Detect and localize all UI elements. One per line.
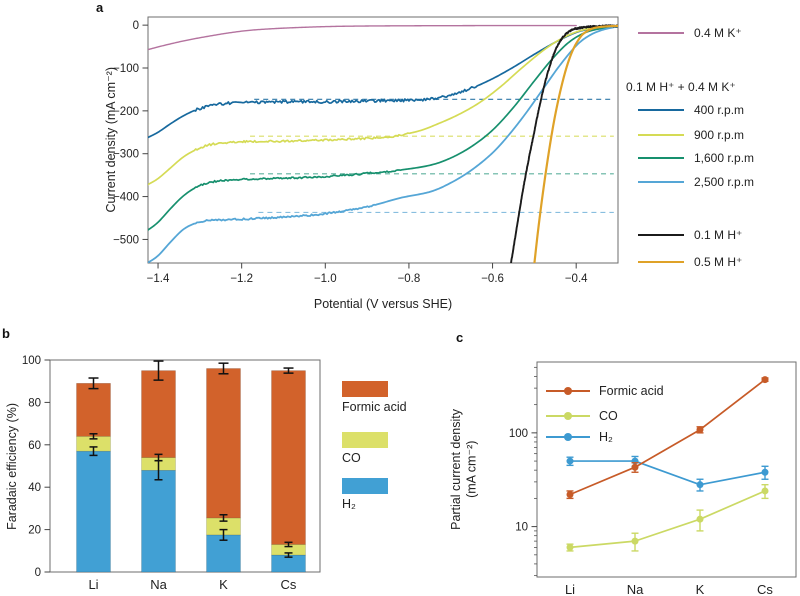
svg-text:80: 80 bbox=[28, 397, 41, 409]
legend-item: 400 r.p.m bbox=[630, 102, 744, 118]
svg-text:−1.0: −1.0 bbox=[314, 273, 337, 285]
svg-text:−1.4: −1.4 bbox=[147, 273, 170, 285]
line-swatch bbox=[546, 433, 590, 442]
line-swatch bbox=[638, 133, 684, 137]
line-swatch bbox=[546, 412, 590, 421]
svg-text:−300: −300 bbox=[113, 149, 139, 161]
panel-a-chart: −1.4 −1.2 −1.0 −0.8 −0.6 −0.4 0 −100 −200 −300 −40… bbox=[113, 16, 619, 285]
panel-c-y-axis-label: Partial current density (mA cm⁻²) bbox=[449, 409, 479, 530]
legend-item: Formic acid bbox=[546, 383, 664, 399]
panel-a-letter: a bbox=[96, 0, 104, 15]
legend-label: 2,500 r.p.m bbox=[694, 175, 755, 189]
svg-text:K: K bbox=[219, 577, 228, 592]
legend-label: 1,600 r.p.m bbox=[694, 151, 755, 165]
legend-item: H₂ bbox=[546, 429, 613, 445]
svg-text:100: 100 bbox=[509, 428, 528, 440]
line-swatch bbox=[638, 108, 684, 112]
legend-label: 0.1 M H⁺ bbox=[694, 228, 743, 242]
color-swatch bbox=[342, 381, 388, 397]
panel-c-letter: c bbox=[456, 330, 464, 345]
legend-item: CO bbox=[342, 432, 388, 465]
svg-text:−200: −200 bbox=[113, 106, 139, 118]
svg-text:20: 20 bbox=[28, 525, 41, 537]
svg-text:Na: Na bbox=[627, 582, 644, 596]
legend-item: 0.5 M H⁺ bbox=[630, 254, 742, 270]
svg-text:−500: −500 bbox=[113, 234, 139, 246]
legend-group-header: 0.1 M H⁺ + 0.4 M K⁺ bbox=[626, 80, 736, 94]
line-swatch bbox=[638, 31, 684, 35]
legend-label: 900 r.p.m bbox=[694, 128, 745, 142]
svg-text:Cs: Cs bbox=[281, 577, 297, 592]
svg-text:60: 60 bbox=[28, 440, 41, 452]
legend-label: 0.4 M K⁺ bbox=[694, 26, 742, 40]
dot-marker bbox=[564, 412, 572, 421]
panel-b-y-axis-label: Faradaic efficiency (%) bbox=[5, 402, 20, 530]
legend-label: 400 r.p.m bbox=[694, 103, 745, 117]
line-swatch bbox=[546, 387, 590, 396]
svg-text:K: K bbox=[696, 582, 705, 596]
legend-item: 1,600 r.p.m bbox=[630, 150, 754, 166]
svg-text:Li: Li bbox=[88, 577, 98, 592]
legend-item: CO bbox=[546, 408, 618, 424]
svg-text:−0.6: −0.6 bbox=[481, 273, 504, 285]
legend-item: H₂ bbox=[342, 478, 388, 511]
legend-label: 0.5 M H⁺ bbox=[694, 255, 743, 269]
panel-a-y-axis-label: Current density (mA cm⁻²) bbox=[104, 67, 119, 213]
line-swatch bbox=[638, 156, 684, 160]
svg-text:40: 40 bbox=[28, 482, 41, 494]
svg-text:Cs: Cs bbox=[757, 582, 773, 596]
legend-item: 0.1 M H⁺ bbox=[630, 227, 742, 243]
svg-text:0: 0 bbox=[133, 20, 139, 32]
legend-item: 900 r.p.m bbox=[630, 127, 744, 143]
dot-marker bbox=[564, 387, 572, 396]
legend-label: H₂ bbox=[342, 497, 356, 511]
legend-item: 2,500 r.p.m bbox=[630, 174, 754, 190]
svg-text:10: 10 bbox=[515, 522, 528, 534]
line-swatch bbox=[638, 180, 684, 184]
legend-item: 0.4 M K⁺ bbox=[630, 25, 742, 41]
svg-text:0: 0 bbox=[35, 567, 41, 579]
svg-text:Na: Na bbox=[150, 577, 167, 592]
color-swatch bbox=[342, 478, 388, 494]
line-swatch bbox=[638, 234, 684, 236]
legend-label: CO bbox=[342, 451, 361, 465]
line-swatch bbox=[638, 261, 684, 263]
legend-item: Formic acid bbox=[342, 381, 407, 414]
dot-marker bbox=[564, 433, 572, 442]
svg-text:100: 100 bbox=[22, 355, 41, 367]
panel-b-letter: b bbox=[2, 326, 10, 341]
panel-a-x-axis-label: Potential (V versus SHE) bbox=[313, 297, 453, 311]
svg-text:−400: −400 bbox=[113, 192, 139, 204]
panel-c-legend: Formic acid CO H₂ bbox=[546, 383, 706, 453]
svg-text:−100: −100 bbox=[113, 63, 139, 75]
color-swatch bbox=[342, 432, 388, 448]
legend-label: Formic acid bbox=[342, 400, 407, 414]
legend-label: H₂ bbox=[599, 430, 613, 444]
panel-a-legend: 0.4 M K⁺ 0.1 M H⁺ + 0.4 M K⁺ 400 r.p.m 9… bbox=[626, 18, 798, 280]
svg-text:−0.4: −0.4 bbox=[565, 273, 588, 285]
legend-label: CO bbox=[599, 409, 618, 423]
legend-label: Formic acid bbox=[599, 384, 664, 398]
svg-text:−0.8: −0.8 bbox=[398, 273, 421, 285]
panel-c-chart: 10 100 Li Na K Cs bbox=[509, 361, 797, 596]
svg-text:Li: Li bbox=[565, 582, 575, 596]
panel-b-legend: Formic acid CO H₂ bbox=[342, 378, 452, 538]
panel-b-chart: 0 20 40 60 80 100 Li Na K Cs bbox=[22, 355, 321, 592]
svg-text:−1.2: −1.2 bbox=[230, 273, 253, 285]
